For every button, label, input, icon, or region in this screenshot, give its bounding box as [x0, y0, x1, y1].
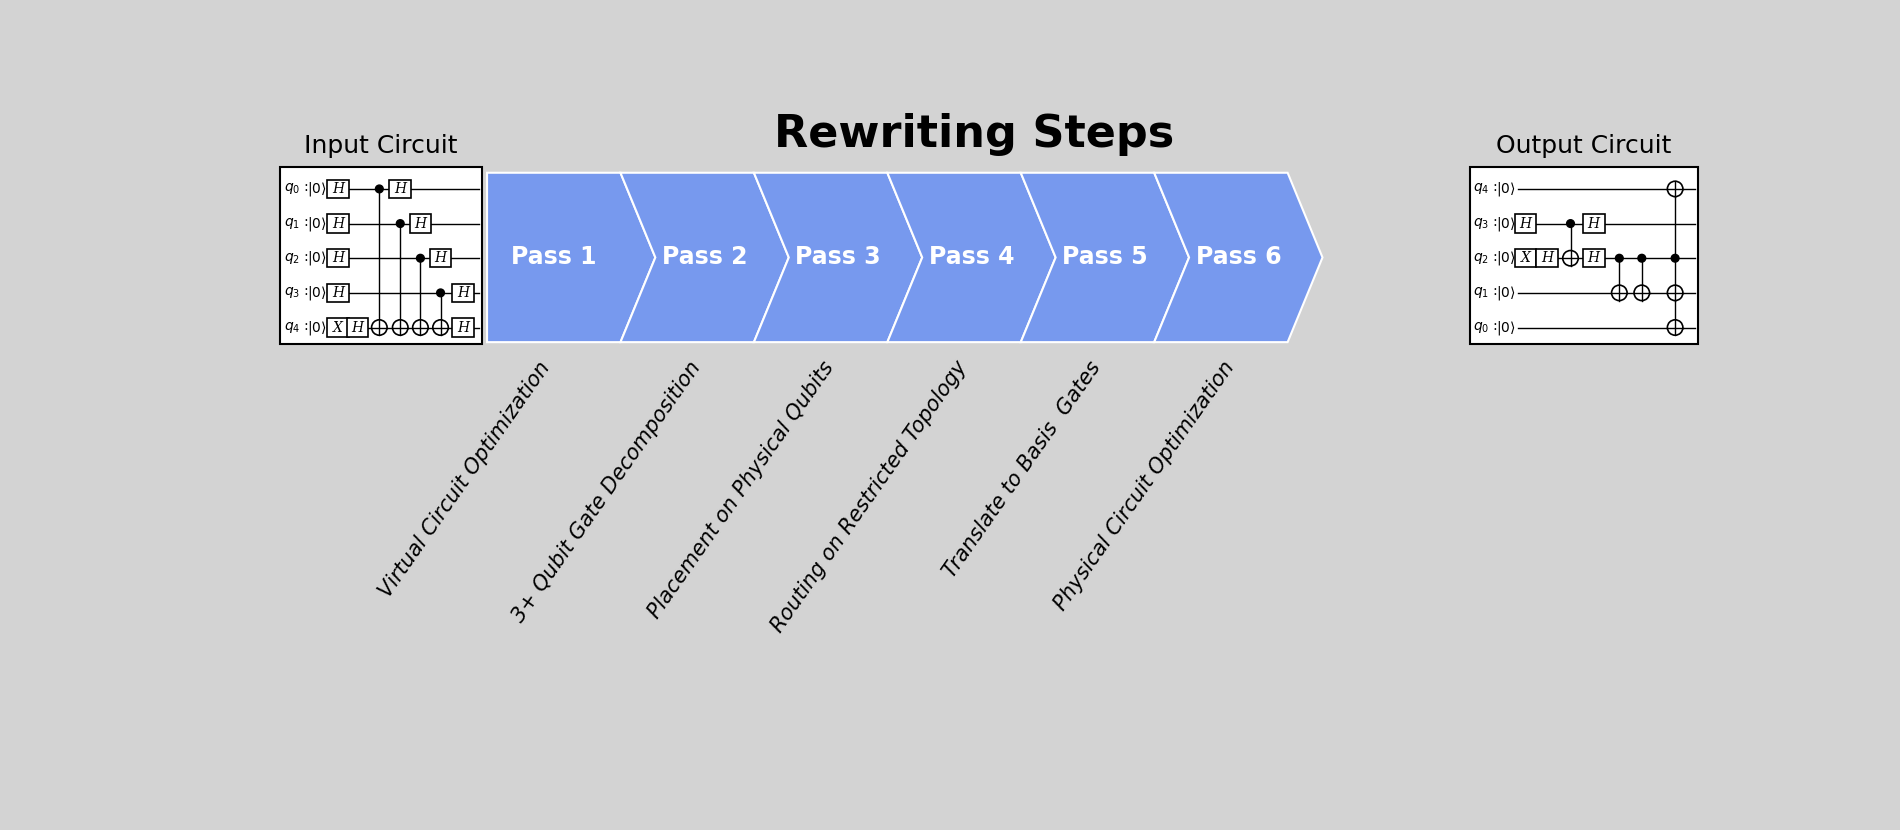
Circle shape — [416, 254, 424, 262]
Circle shape — [1668, 320, 1683, 335]
Circle shape — [437, 289, 445, 296]
FancyBboxPatch shape — [327, 284, 350, 302]
Text: $|0\rangle$: $|0\rangle$ — [1495, 284, 1516, 302]
Circle shape — [1611, 286, 1626, 300]
Text: $|0\rangle$: $|0\rangle$ — [308, 215, 327, 232]
Circle shape — [1668, 286, 1683, 300]
FancyBboxPatch shape — [429, 249, 452, 267]
FancyBboxPatch shape — [452, 318, 473, 337]
Text: $q_0$ :: $q_0$ : — [283, 182, 310, 197]
Text: X: X — [1520, 251, 1531, 266]
Text: H: H — [332, 182, 344, 196]
Circle shape — [433, 320, 448, 335]
Circle shape — [1568, 220, 1575, 227]
Circle shape — [1562, 251, 1579, 266]
FancyBboxPatch shape — [1471, 168, 1699, 344]
Text: $|0\rangle$: $|0\rangle$ — [1495, 319, 1516, 336]
Circle shape — [393, 320, 408, 335]
Text: H: H — [393, 182, 407, 196]
Text: Pass 3: Pass 3 — [796, 246, 882, 270]
Circle shape — [1638, 254, 1645, 262]
Text: H: H — [332, 251, 344, 266]
Text: Pass 2: Pass 2 — [661, 246, 747, 270]
Polygon shape — [621, 173, 788, 342]
Text: Routing on Restricted Topology: Routing on Restricted Topology — [768, 358, 971, 637]
Text: Pass 4: Pass 4 — [929, 246, 1015, 270]
Text: $q_4$ :: $q_4$ : — [1472, 182, 1497, 197]
Text: H: H — [1588, 217, 1600, 231]
Text: $q_0$ :: $q_0$ : — [1472, 320, 1497, 335]
FancyBboxPatch shape — [1514, 249, 1537, 267]
Text: $|0\rangle$: $|0\rangle$ — [1495, 215, 1516, 232]
Text: Virtual Circuit Optimization: Virtual Circuit Optimization — [376, 358, 553, 601]
FancyBboxPatch shape — [1583, 249, 1605, 267]
FancyBboxPatch shape — [390, 179, 410, 198]
Circle shape — [372, 320, 388, 335]
Circle shape — [1615, 254, 1623, 262]
Text: $|0\rangle$: $|0\rangle$ — [308, 249, 327, 267]
Text: $|0\rangle$: $|0\rangle$ — [308, 180, 327, 198]
Text: X: X — [332, 320, 344, 334]
Polygon shape — [1020, 173, 1189, 342]
FancyBboxPatch shape — [327, 249, 350, 267]
Text: H: H — [435, 251, 446, 266]
Text: H: H — [1541, 251, 1554, 266]
Text: Output Circuit: Output Circuit — [1497, 134, 1672, 159]
FancyBboxPatch shape — [279, 168, 481, 344]
FancyBboxPatch shape — [1537, 249, 1558, 267]
Circle shape — [412, 320, 428, 335]
Text: $|0\rangle$: $|0\rangle$ — [308, 319, 327, 336]
Text: H: H — [352, 320, 363, 334]
Polygon shape — [754, 173, 922, 342]
FancyBboxPatch shape — [327, 179, 350, 198]
Polygon shape — [1153, 173, 1322, 342]
Text: Rewriting Steps: Rewriting Steps — [773, 113, 1174, 156]
Text: $q_3$ :: $q_3$ : — [283, 286, 310, 300]
Text: $q_1$ :: $q_1$ : — [283, 216, 310, 231]
Text: $q_3$ :: $q_3$ : — [1472, 216, 1497, 231]
Text: 3+ Qubit Gate Decomposition: 3+ Qubit Gate Decomposition — [509, 358, 705, 626]
FancyBboxPatch shape — [327, 318, 350, 337]
FancyBboxPatch shape — [1514, 214, 1537, 232]
Circle shape — [1668, 181, 1683, 197]
Text: Input Circuit: Input Circuit — [304, 134, 458, 159]
Text: H: H — [332, 217, 344, 231]
FancyBboxPatch shape — [348, 318, 369, 337]
FancyBboxPatch shape — [410, 214, 431, 232]
Text: $|0\rangle$: $|0\rangle$ — [1495, 249, 1516, 267]
Text: $q_4$ :: $q_4$ : — [283, 320, 310, 335]
Text: H: H — [1588, 251, 1600, 266]
Text: $|0\rangle$: $|0\rangle$ — [308, 284, 327, 302]
Circle shape — [1634, 286, 1649, 300]
Text: H: H — [332, 286, 344, 300]
Text: $|0\rangle$: $|0\rangle$ — [1495, 180, 1516, 198]
Text: H: H — [1520, 217, 1531, 231]
Text: $q_2$ :: $q_2$ : — [1472, 251, 1497, 266]
Text: $q_2$ :: $q_2$ : — [283, 251, 310, 266]
Circle shape — [397, 220, 405, 227]
Text: Pass 6: Pass 6 — [1195, 246, 1281, 270]
Text: Placement on Physical Qubits: Placement on Physical Qubits — [644, 358, 838, 622]
Text: Pass 5: Pass 5 — [1062, 246, 1148, 270]
Text: H: H — [458, 320, 469, 334]
Text: $q_1$ :: $q_1$ : — [1472, 286, 1497, 300]
Polygon shape — [486, 173, 656, 342]
Text: H: H — [458, 286, 469, 300]
Circle shape — [1672, 254, 1680, 262]
FancyBboxPatch shape — [452, 284, 473, 302]
FancyBboxPatch shape — [327, 214, 350, 232]
Circle shape — [376, 185, 384, 193]
Text: Translate to Basis  Gates: Translate to Basis Gates — [940, 358, 1106, 581]
FancyBboxPatch shape — [1583, 214, 1605, 232]
Text: Pass 1: Pass 1 — [511, 246, 597, 270]
Text: Physical Circuit Optimization: Physical Circuit Optimization — [1051, 358, 1239, 614]
Polygon shape — [887, 173, 1056, 342]
Text: H: H — [414, 217, 426, 231]
